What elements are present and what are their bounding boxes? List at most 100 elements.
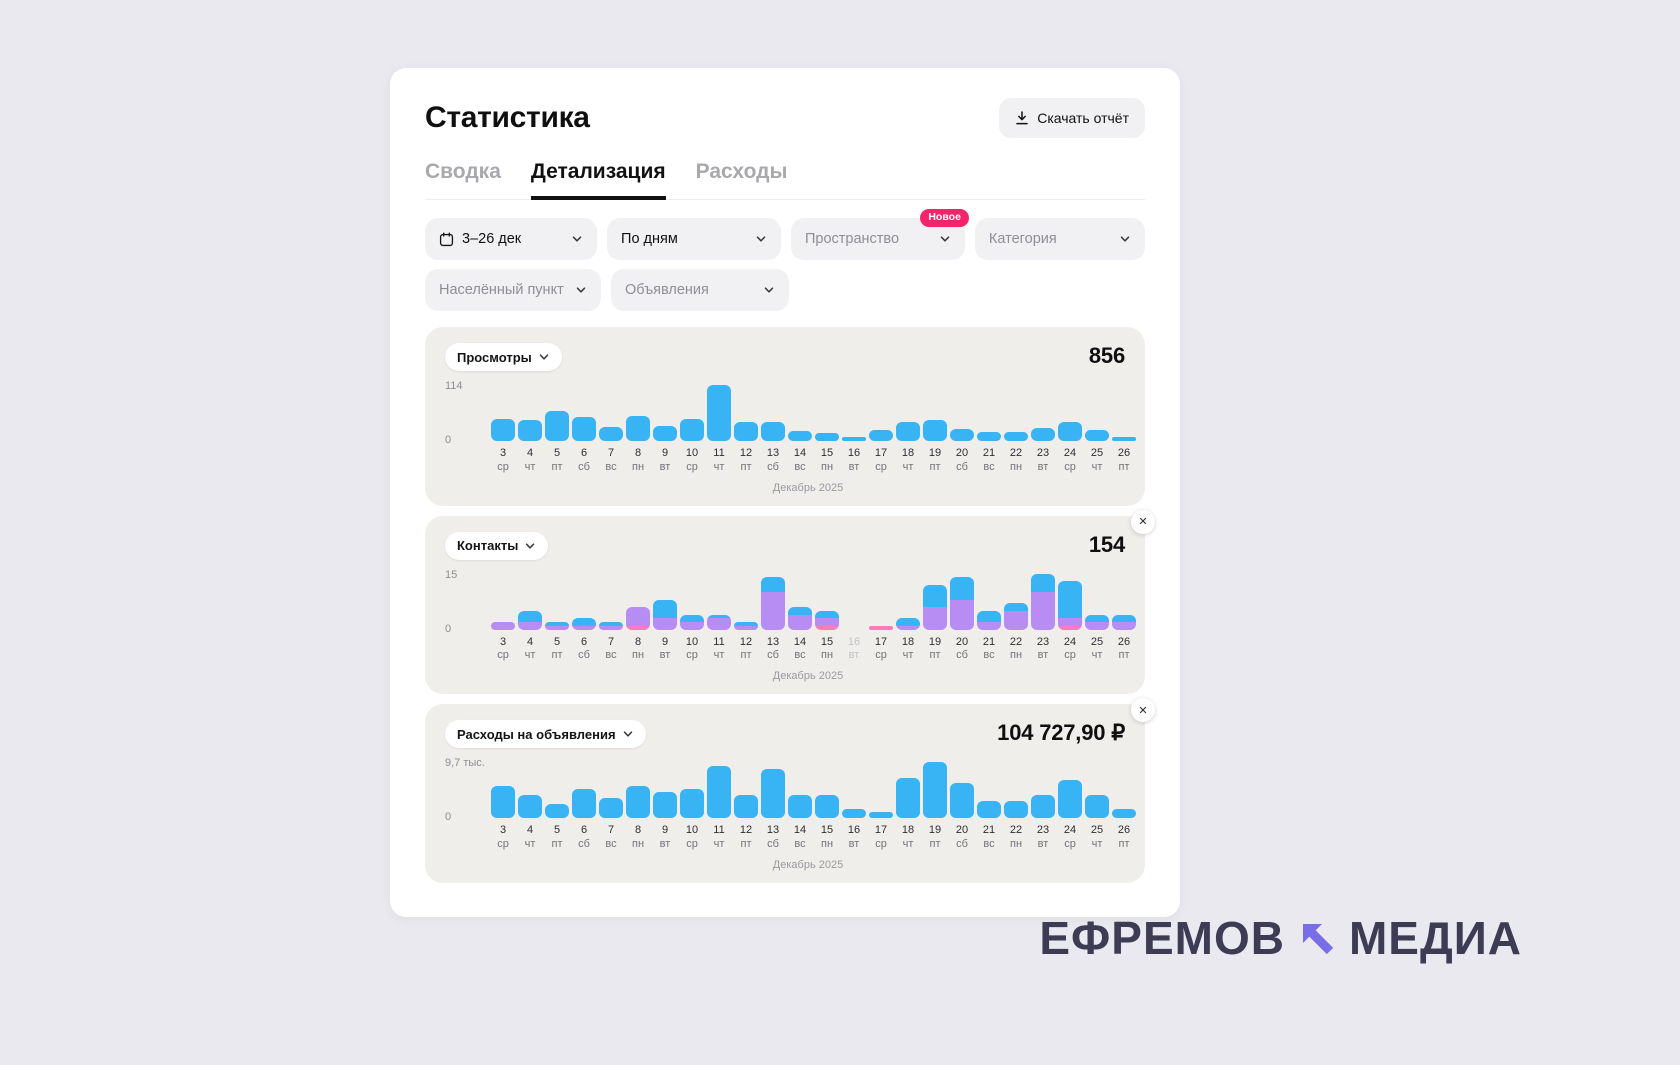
chart-bar[interactable] (599, 797, 623, 818)
chart-bar[interactable] (1031, 573, 1055, 630)
chart-bar[interactable] (1112, 809, 1136, 818)
tab-detail[interactable]: Детализация (530, 160, 666, 200)
chart-bar[interactable] (1058, 581, 1082, 630)
chart-bar[interactable] (545, 410, 569, 441)
chart-bar[interactable] (815, 433, 839, 441)
chart-bar[interactable] (788, 794, 812, 818)
chart-bar[interactable] (599, 427, 623, 441)
chart-bar[interactable] (896, 422, 920, 441)
chart-bar[interactable] (1031, 794, 1055, 818)
chart-bar[interactable] (707, 614, 731, 630)
filter-listings[interactable]: Объявления (611, 269, 789, 311)
chart-bar[interactable] (923, 420, 947, 441)
chart-bar[interactable] (869, 430, 893, 441)
filter-date-range[interactable]: 3–26 дек (425, 218, 598, 260)
chart-bar[interactable] (977, 432, 1001, 441)
chart-bar[interactable] (1112, 437, 1136, 441)
close-chart-button[interactable]: ✕ (1131, 698, 1155, 722)
chart-bar[interactable] (599, 622, 623, 630)
chart-bar[interactable] (842, 437, 866, 441)
chart-bar[interactable] (950, 429, 974, 441)
statistics-card: Статистика Скачать отчёт Сводка Детализац… (390, 68, 1180, 917)
new-badge: Новое (920, 209, 969, 227)
chart-bar[interactable] (815, 794, 839, 818)
metric-selector-ad-expenses[interactable]: Расходы на объявления (445, 720, 646, 748)
filter-locality[interactable]: Населённый пункт (425, 269, 601, 311)
y-axis-max-label: 114 (445, 380, 463, 392)
chevron-down-icon (539, 354, 549, 360)
chart-bar[interactable] (1085, 794, 1109, 818)
chart-bar[interactable] (1085, 614, 1109, 630)
download-report-button[interactable]: Скачать отчёт (999, 98, 1145, 138)
chart-bar[interactable] (680, 789, 704, 818)
chart-bar[interactable] (896, 618, 920, 630)
chart-bar[interactable] (653, 426, 677, 441)
bar-column (734, 794, 758, 818)
chart-bar[interactable] (734, 622, 758, 630)
metric-selector-views[interactable]: Просмотры (445, 343, 562, 371)
chart-bar[interactable] (491, 418, 515, 441)
chart-bar[interactable] (734, 794, 758, 818)
chart-bar[interactable] (923, 584, 947, 630)
chart-bar[interactable] (977, 800, 1001, 818)
filter-category[interactable]: Категория (974, 218, 1145, 260)
chart-bar[interactable] (923, 762, 947, 818)
bar-column (545, 622, 569, 630)
tab-summary[interactable]: Сводка (425, 160, 501, 183)
chart-bar[interactable] (518, 794, 542, 818)
chart-bar[interactable] (1004, 603, 1028, 630)
chart-bar[interactable] (1058, 780, 1082, 818)
chart-bar[interactable] (626, 416, 650, 441)
chart-bar[interactable] (653, 792, 677, 818)
chart-bar[interactable] (761, 768, 785, 818)
filter-space[interactable]: Пространство Новое (790, 209, 969, 260)
chart-bar[interactable] (518, 610, 542, 630)
x-axis-label: 7 вс (605, 824, 617, 850)
chart-bar[interactable] (1112, 614, 1136, 630)
chart-bar[interactable] (680, 418, 704, 441)
chart-bar[interactable] (491, 786, 515, 818)
chart-bar[interactable] (572, 417, 596, 441)
chart-bar[interactable] (491, 622, 515, 630)
chart-bar[interactable] (707, 766, 731, 818)
x-axis-label: 3 ср (497, 447, 509, 473)
tab-expenses[interactable]: Расходы (695, 160, 788, 183)
chart-bar[interactable] (1031, 428, 1055, 441)
chart-bar[interactable] (545, 622, 569, 630)
chart-bar[interactable] (653, 599, 677, 630)
chart-bar[interactable] (869, 812, 893, 818)
chart-bar[interactable] (1058, 422, 1082, 441)
chart-bar[interactable] (545, 803, 569, 818)
chart-bar[interactable] (896, 777, 920, 818)
chart-bar[interactable] (761, 422, 785, 441)
chart-bar[interactable] (788, 607, 812, 630)
bar-segment-blue (896, 618, 920, 626)
chart-bar[interactable] (842, 809, 866, 818)
filter-group-by[interactable]: По дням (607, 218, 781, 260)
chart-bar[interactable] (680, 614, 704, 630)
x-axis-label: 6 сб (578, 447, 590, 473)
chart-bar[interactable] (707, 385, 731, 441)
chart-bar[interactable] (761, 577, 785, 630)
chart-bar[interactable] (815, 610, 839, 630)
chart-bar[interactable] (1004, 800, 1028, 818)
bar-segment-purple (545, 625, 569, 630)
chart-bar[interactable] (977, 610, 1001, 630)
metric-selector-contacts[interactable]: Контакты (445, 531, 549, 560)
chart-bar[interactable] (788, 431, 812, 441)
chart-bar[interactable] (572, 789, 596, 818)
chart-bar[interactable] (626, 607, 650, 630)
chart-bar[interactable] (950, 783, 974, 818)
chart-bar[interactable] (869, 625, 893, 630)
chart-bar[interactable] (572, 618, 596, 630)
bar-segment-blue (761, 577, 785, 593)
chart-bar[interactable] (518, 420, 542, 441)
chart-bar[interactable] (626, 786, 650, 818)
chart-bar[interactable] (1085, 430, 1109, 441)
chart-bar[interactable] (1004, 432, 1028, 441)
chart-bar[interactable] (734, 422, 758, 441)
filter-label: По дням (621, 231, 678, 247)
close-chart-button[interactable]: ✕ (1131, 509, 1155, 534)
chart-bar[interactable] (950, 577, 974, 630)
panel-header: Статистика Скачать отчёт (425, 98, 1145, 138)
